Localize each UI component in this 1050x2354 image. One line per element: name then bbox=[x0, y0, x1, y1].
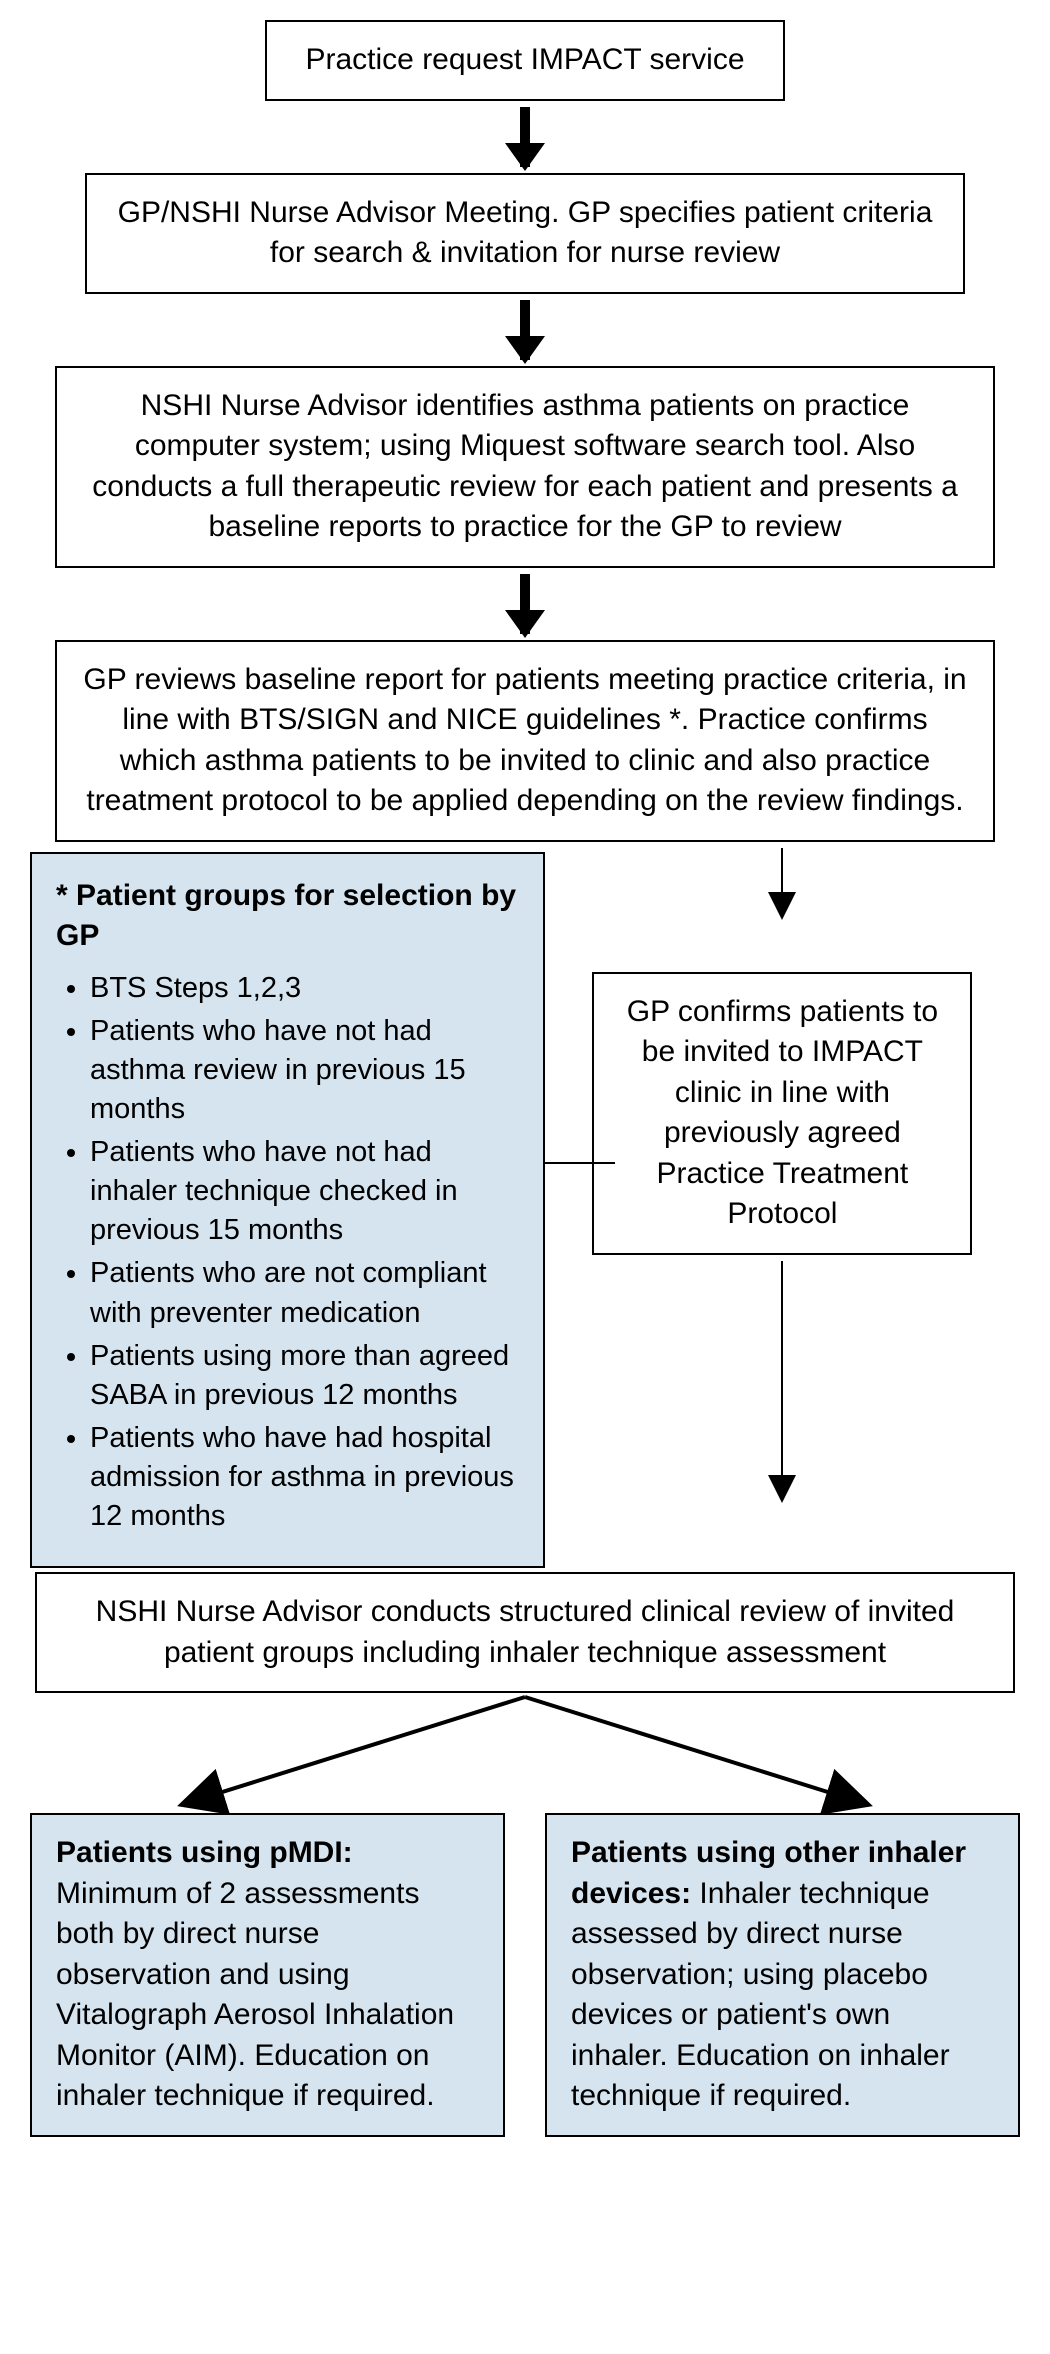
node-text: GP reviews baseline report for patients … bbox=[83, 663, 966, 818]
node-practice-request: Practice request IMPACT service bbox=[265, 20, 785, 101]
arrow-icon bbox=[520, 574, 530, 634]
patient-groups-title: * Patient groups for selection by GP bbox=[56, 876, 519, 957]
node-structured-review: NSHI Nurse Advisor conducts structured c… bbox=[35, 1572, 1015, 1693]
node-gp-confirms: GP confirms patients to be invited to IM… bbox=[592, 972, 972, 1255]
branch-arrows bbox=[30, 1693, 1020, 1813]
list-item: Patients who have not had asthma review … bbox=[90, 1012, 519, 1129]
arrow-icon bbox=[520, 300, 530, 360]
arrow-down-icon bbox=[781, 1261, 783, 1501]
list-item: Patients using more than agreed SABA in … bbox=[90, 1337, 519, 1415]
list-item: Patients who are not compliant with prev… bbox=[90, 1254, 519, 1332]
arrow-down-icon bbox=[781, 848, 783, 918]
node-text: NSHI Nurse Advisor identifies asthma pat… bbox=[92, 389, 958, 544]
split-row: * Patient groups for selection by GP BTS… bbox=[30, 852, 1020, 1569]
node-gp-meeting: GP/NSHI Nurse Advisor Meeting. GP specif… bbox=[85, 173, 965, 294]
node-patient-groups: * Patient groups for selection by GP BTS… bbox=[30, 852, 545, 1569]
list-item: BTS Steps 1,2,3 bbox=[90, 969, 519, 1008]
other-body: Inhaler technique assessed by direct nur… bbox=[571, 1877, 950, 2113]
list-item: Patients who have not had inhaler techni… bbox=[90, 1133, 519, 1250]
arrow-container bbox=[781, 842, 783, 924]
node-nurse-identifies: NSHI Nurse Advisor identifies asthma pat… bbox=[55, 366, 995, 568]
node-gp-reviews: GP reviews baseline report for patients … bbox=[55, 640, 995, 842]
patient-groups-list: BTS Steps 1,2,3 Patients who have not ha… bbox=[56, 969, 519, 1537]
list-item: Patients who have had hospital admission… bbox=[90, 1419, 519, 1536]
column-right: GP confirms patients to be invited to IM… bbox=[545, 852, 1020, 1569]
pmdi-body: Minimum of 2 assessments both by direct … bbox=[56, 1877, 454, 2113]
branch-svg bbox=[30, 1693, 1020, 1813]
bottom-row: Patients using pMDI: Minimum of 2 assess… bbox=[30, 1813, 1020, 2137]
node-text: GP/NSHI Nurse Advisor Meeting. GP specif… bbox=[118, 196, 933, 270]
connector-line bbox=[545, 1162, 615, 1164]
node-pmdi: Patients using pMDI: Minimum of 2 assess… bbox=[30, 1813, 505, 2137]
column-left: * Patient groups for selection by GP BTS… bbox=[30, 852, 545, 1569]
pmdi-title: Patients using pMDI: bbox=[56, 1836, 353, 1869]
node-text: NSHI Nurse Advisor conducts structured c… bbox=[96, 1595, 955, 1669]
arrow-icon bbox=[520, 107, 530, 167]
node-text: GP confirms patients to be invited to IM… bbox=[627, 995, 938, 1231]
node-text: Practice request IMPACT service bbox=[305, 43, 744, 76]
flowchart-container: Practice request IMPACT service GP/NSHI … bbox=[30, 20, 1020, 2137]
node-other-inhaler: Patients using other inhaler devices: In… bbox=[545, 1813, 1020, 2137]
